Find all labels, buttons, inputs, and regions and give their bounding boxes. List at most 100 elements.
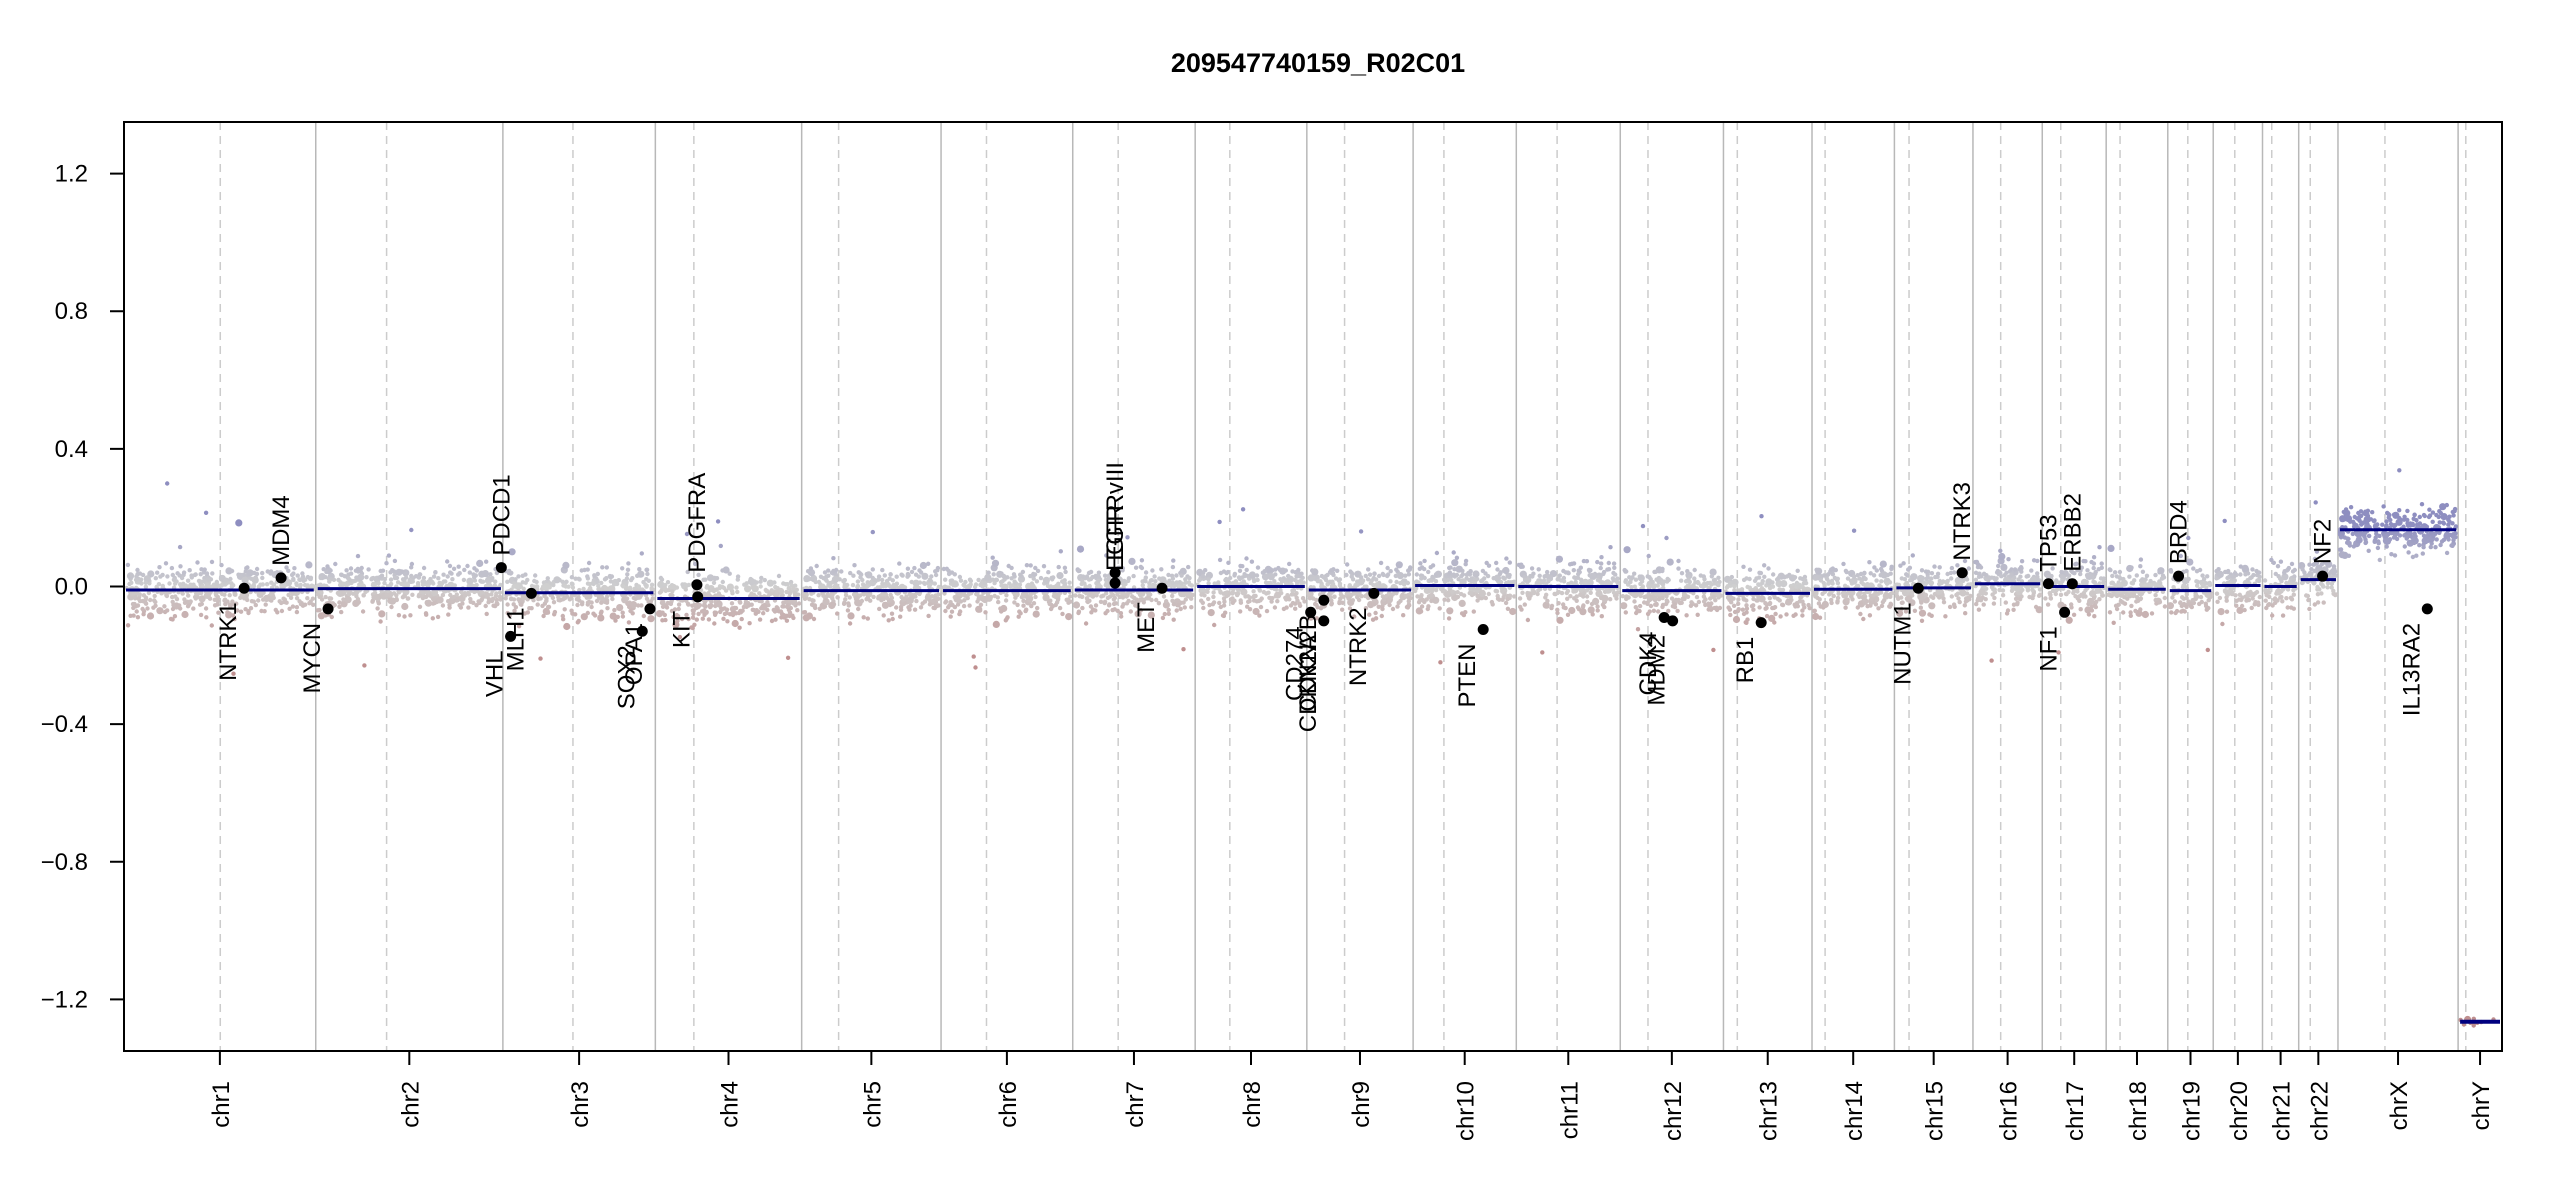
probe-point	[294, 596, 300, 601]
probe-point	[933, 572, 939, 578]
probe-point	[169, 565, 175, 571]
probe-point	[1646, 553, 1651, 559]
probe-point	[1825, 577, 1830, 582]
probe-point	[1962, 603, 1968, 608]
probe-point	[1736, 601, 1741, 606]
probe-point	[573, 612, 578, 617]
probe-point	[2108, 592, 2113, 598]
probe-point	[943, 608, 948, 614]
probe-point	[2099, 590, 2104, 595]
probe-point	[1874, 568, 1880, 573]
probe-point	[1348, 599, 1354, 604]
probe-point	[1459, 602, 1465, 607]
probe-point	[421, 565, 427, 571]
probe-point	[1685, 594, 1691, 599]
probe-point	[2099, 561, 2104, 566]
probe-point	[613, 618, 618, 623]
probe-point	[1268, 596, 1273, 601]
probe-point	[986, 570, 991, 575]
probe-point	[1430, 588, 1435, 593]
probe-point	[845, 608, 851, 613]
probe-point	[227, 593, 232, 598]
probe-point	[1814, 575, 1819, 581]
probe-point	[1257, 588, 1263, 593]
probe-point	[948, 614, 953, 619]
probe-point	[1083, 621, 1089, 626]
probe-point	[794, 587, 799, 592]
probe-point	[1802, 580, 1807, 585]
probe-point	[194, 591, 199, 596]
probe-point	[214, 581, 219, 587]
probe-point	[1249, 559, 1255, 564]
probe-point	[847, 595, 852, 600]
probe-point	[2217, 595, 2223, 601]
probe-point	[138, 577, 144, 582]
probe-point	[327, 579, 332, 584]
probe-point	[767, 591, 772, 596]
probe-point	[1640, 523, 1646, 529]
probe-point	[546, 604, 551, 610]
probe-point	[392, 575, 398, 581]
probe-point	[2181, 583, 2186, 588]
probe-point	[2018, 565, 2024, 570]
probe-point	[1832, 575, 1838, 581]
probe-point	[394, 597, 399, 603]
probe-point	[165, 574, 170, 579]
probe-point	[1244, 556, 1249, 561]
probe-point	[2011, 607, 2016, 612]
probe-point	[437, 582, 443, 587]
probe-point	[1882, 592, 1890, 600]
probe-point	[1846, 590, 1852, 596]
probe-point	[879, 592, 885, 597]
probe-point	[706, 574, 715, 582]
probe-point	[1747, 585, 1753, 590]
probe-point	[1771, 572, 1776, 577]
probe-point	[2133, 608, 2138, 614]
probe-point	[204, 615, 209, 620]
probe-point	[178, 564, 183, 569]
probe-point	[1171, 602, 1177, 607]
probe-point	[480, 579, 486, 584]
probe-point	[201, 578, 207, 584]
probe-point	[696, 572, 701, 578]
probe-point	[400, 595, 406, 600]
probe-point	[1207, 609, 1215, 617]
probe-point	[1393, 573, 1399, 579]
probe-point	[627, 604, 632, 610]
probe-point	[1352, 614, 1357, 619]
probe-point	[752, 592, 757, 598]
probe-point	[1143, 570, 1149, 575]
probe-point	[1237, 568, 1243, 573]
probe-point	[599, 580, 604, 586]
probe-point	[1046, 570, 1051, 575]
probe-point	[1726, 605, 1731, 610]
probe-point	[1731, 603, 1737, 608]
probe-point	[2170, 595, 2175, 600]
probe-point	[409, 527, 414, 533]
probe-point	[2128, 613, 2133, 618]
probe-point	[203, 510, 209, 515]
probe-point	[1121, 602, 1126, 607]
probe-point	[1835, 595, 1841, 601]
probe-point	[1146, 590, 1151, 596]
probe-point	[1296, 567, 1301, 573]
probe-point	[890, 578, 895, 583]
probe-point	[2186, 576, 2191, 582]
probe-point	[1011, 572, 1017, 577]
probe-point	[1623, 569, 1628, 574]
probe-point	[1153, 579, 1158, 584]
probe-point	[562, 568, 568, 574]
probe-point	[388, 593, 393, 598]
probe-point	[760, 603, 768, 611]
probe-point	[1744, 598, 1749, 603]
probe-point	[1018, 611, 1023, 616]
probe-point	[246, 610, 251, 616]
probe-point	[877, 606, 882, 612]
probe-point	[1571, 561, 1577, 566]
probe-point	[364, 575, 369, 580]
probe-point	[1854, 583, 1860, 589]
probe-point	[1062, 565, 1068, 570]
probe-point	[1355, 594, 1360, 600]
probe-point	[223, 578, 228, 583]
probe-point	[1589, 572, 1597, 580]
